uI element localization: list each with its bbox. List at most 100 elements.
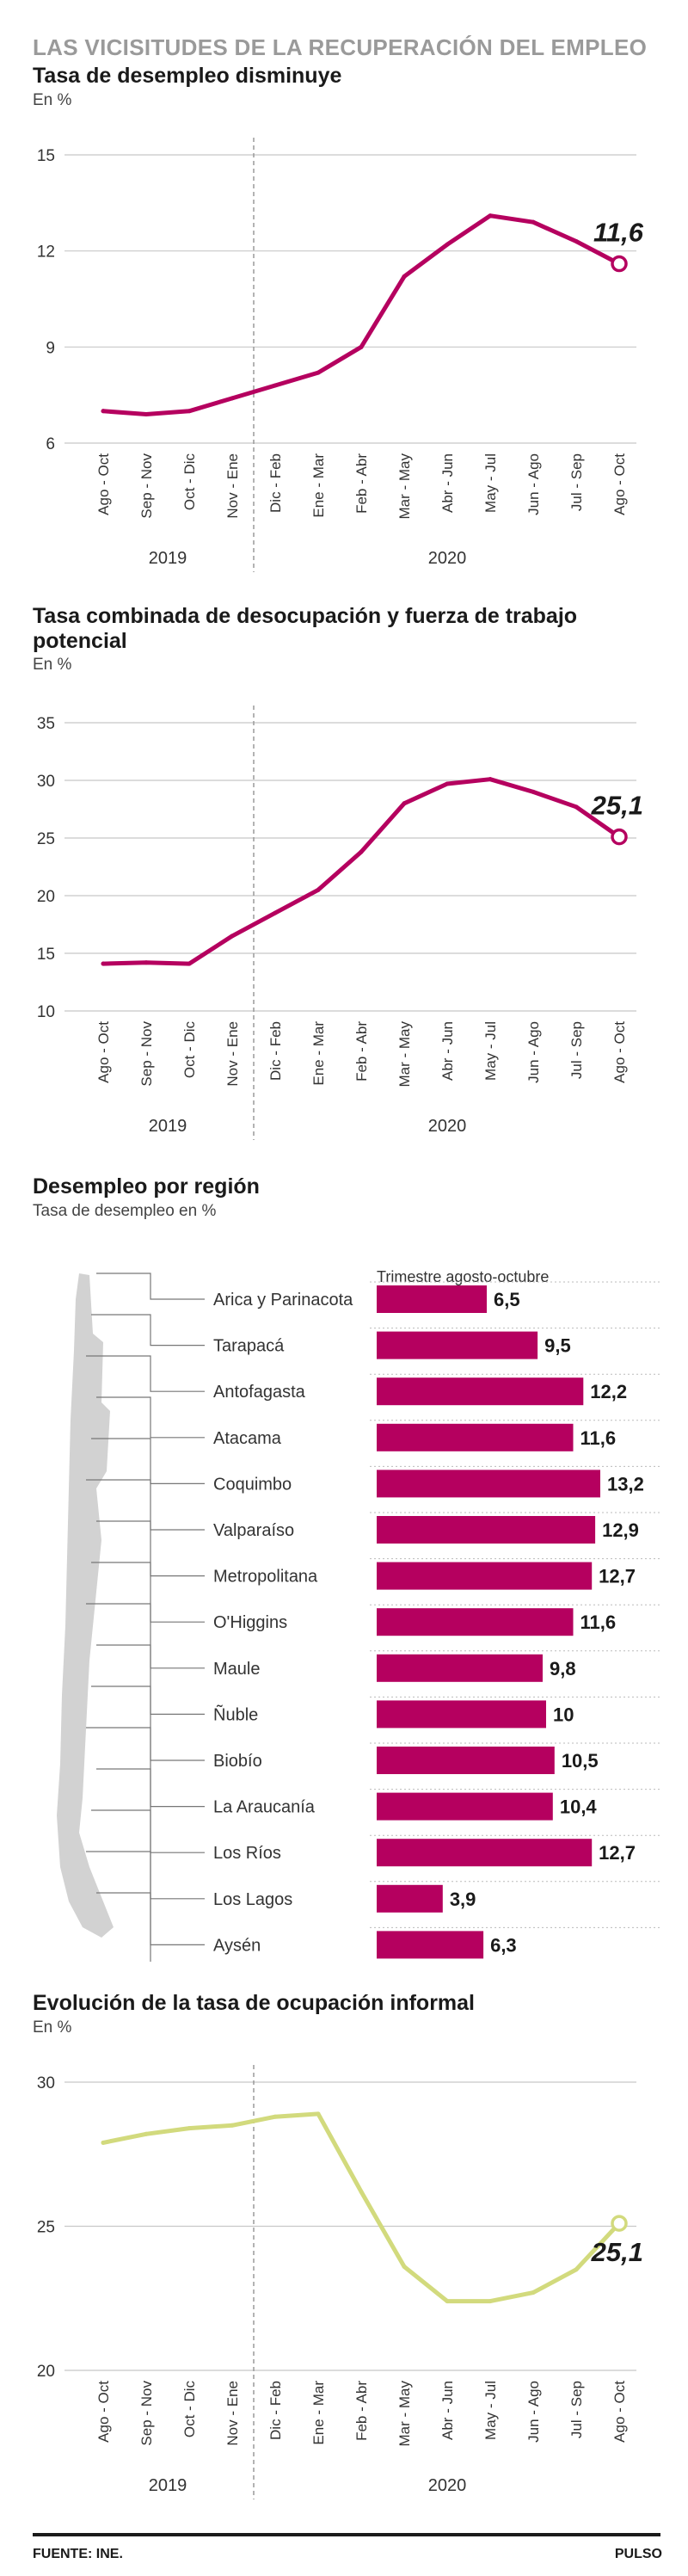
chart3-region-label: Los Ríos xyxy=(213,1844,281,1863)
chart3-leader-line xyxy=(91,1438,205,1484)
chart2-ytick-label: 15 xyxy=(37,946,55,964)
regional-unemployment-chart: Trimestre agosto-octubre Arica y Parinaco… xyxy=(57,1268,662,1962)
chart2-data-point xyxy=(531,789,536,794)
chart2-data-point xyxy=(445,781,450,786)
chart4-xtick-label: Mar - May xyxy=(396,2381,413,2447)
chart2-xtick-label: Feb - Abr xyxy=(353,1021,370,1082)
chart2-ytick-label: 30 xyxy=(37,773,55,791)
chart2-data-point xyxy=(402,801,407,806)
chart1-ytick-label: 6 xyxy=(46,435,55,453)
chart1-data-point xyxy=(273,383,278,388)
chart2-data-point xyxy=(488,777,493,782)
chart3-bar xyxy=(377,1562,593,1590)
chart3-value-label: 12,2 xyxy=(590,1381,627,1402)
chart3-leader-line xyxy=(91,1809,205,1900)
chart3-bar xyxy=(377,1654,543,1682)
chart2-ytick-label: 20 xyxy=(37,888,55,906)
chart4-end-label: 25,1 xyxy=(591,2237,643,2267)
chart1-xtick-label: Jul - Sep xyxy=(568,453,585,511)
chart2-title-line1: Tasa combinada de desocupación y fuerza … xyxy=(33,604,578,628)
chart3-region-label: Maule xyxy=(213,1660,260,1679)
chart1-data-point xyxy=(144,412,149,416)
footer-rule xyxy=(33,2533,660,2536)
chart3-bar xyxy=(377,1285,487,1313)
chart2-data-point xyxy=(316,887,321,892)
informal-employment-chart: 20 25 30 25,1 Ago - Oct Sep - Nov Oct - Dic Nov… xyxy=(37,2065,643,2499)
chart2-end-label: 25,1 xyxy=(591,791,643,821)
chart4-xtick-label: Ago - Oct xyxy=(611,2381,628,2443)
chart3-bar xyxy=(377,1470,600,1498)
chart2-xtick-label: Mar - May xyxy=(396,1021,413,1088)
chart1-data-point xyxy=(445,242,450,247)
chart1-xtick-label: Ene - Mar xyxy=(310,453,327,518)
chart3-bar xyxy=(377,1931,484,1959)
chart1-xtick-label: May - Jul xyxy=(482,453,499,513)
chart2-xtick-label: Ene - Mar xyxy=(310,1021,327,1086)
chart2-xtick-label: Ago - Oct xyxy=(611,1021,628,1083)
chart3-bar xyxy=(377,1747,555,1774)
chart3-bar xyxy=(377,1423,574,1451)
chart2-year-label: 2020 xyxy=(428,1117,467,1136)
chart3-leader-line xyxy=(86,1479,205,1531)
chart3-region-label: O'Higgins xyxy=(213,1613,287,1632)
chart2-ytick-label: 35 xyxy=(37,715,55,733)
chart1-data-point xyxy=(187,409,192,414)
chart3-leader-line xyxy=(96,1396,205,1439)
chart2-data-point xyxy=(611,828,628,846)
chart3-leader-line xyxy=(91,1314,205,1347)
chart3-leader-line xyxy=(96,1892,151,1962)
chart4-ytick-label: 30 xyxy=(37,2074,55,2092)
page-title: LAS VICISITUDES DE LA RECUPERACIÓN DEL E… xyxy=(33,34,648,60)
chart3-value-label: 9,5 xyxy=(544,1335,571,1357)
chart3-leader-line xyxy=(96,1520,205,1577)
chart2-data-point xyxy=(144,960,149,965)
chart1-ytick-label: 15 xyxy=(37,147,55,165)
chart3-column-header: Trimestre agosto-octubre xyxy=(377,1268,549,1285)
chart4-title: Evolución de la tasa de ocupación inform… xyxy=(33,1991,476,2015)
chart3-value-label: 12,7 xyxy=(599,1566,636,1587)
chart1-xtick-label: Feb - Abr xyxy=(353,453,370,514)
chart4-xtick-label: Jul - Sep xyxy=(568,2381,585,2438)
chart2-xtick-label: Jul - Sep xyxy=(568,1021,585,1079)
brand-logo-text: PULSO xyxy=(614,2547,662,2561)
chart4-xtick-label: Feb - Abr xyxy=(353,2381,370,2441)
chart4-data-point xyxy=(402,2264,407,2269)
chart3-region-label: Ñuble xyxy=(213,1704,258,1724)
chart2-xtick-label: Nov - Ene xyxy=(224,1021,241,1087)
chart3-region-label: Coquimbo xyxy=(213,1475,292,1494)
chart3-region-label: Atacama xyxy=(213,1429,282,1448)
source-note: FUENTE: INE. xyxy=(33,2547,123,2561)
chart1-ytick-label: 12 xyxy=(37,243,55,262)
chart4-data-point xyxy=(574,2267,579,2272)
chart3-bar xyxy=(377,1700,546,1729)
chart1-xtick-label: Nov - Ene xyxy=(224,453,241,519)
chart3-value-label: 12,9 xyxy=(602,1519,639,1541)
chart4-xtick-label: Oct - Dic xyxy=(181,2381,198,2438)
chart2-series-line xyxy=(101,777,622,966)
chart4-xtick-label: Nov - Ene xyxy=(224,2381,241,2446)
chart1-subtitle: En % xyxy=(33,91,72,109)
chart3-value-label: 10,4 xyxy=(560,1796,598,1818)
chart4-xtick-label: Dic - Feb xyxy=(267,2381,284,2440)
chart3-value-label: 9,8 xyxy=(550,1658,576,1679)
chart3-leader-line xyxy=(86,1727,205,1808)
chart3-bar xyxy=(377,1839,593,1867)
chart3-value-label: 10,5 xyxy=(562,1750,599,1772)
chart3-value-label: 12,7 xyxy=(599,1842,636,1864)
chart4-year-label: 2020 xyxy=(428,2476,467,2495)
chart3-region-label: Valparaíso xyxy=(213,1521,294,1540)
chart2-data-point xyxy=(574,804,579,810)
chart1-xtick-label: Ago - Oct xyxy=(95,453,112,515)
chart3-bar xyxy=(377,1608,574,1636)
chart1-data-point xyxy=(611,255,628,273)
chart1-data-point xyxy=(359,344,364,349)
chart4-ytick-label: 20 xyxy=(37,2363,55,2381)
chart3-leader-line xyxy=(86,1355,205,1392)
chart4-data-point xyxy=(230,2123,235,2128)
chart4-data-point xyxy=(273,2114,278,2119)
chart3-leader-line xyxy=(91,1562,205,1623)
chart2-xtick-label: Oct - Dic xyxy=(181,1021,198,1079)
chart3-region-label: Metropolitana xyxy=(213,1568,318,1587)
chart4-data-point xyxy=(488,2299,493,2304)
chart4-data-point xyxy=(101,2140,106,2145)
